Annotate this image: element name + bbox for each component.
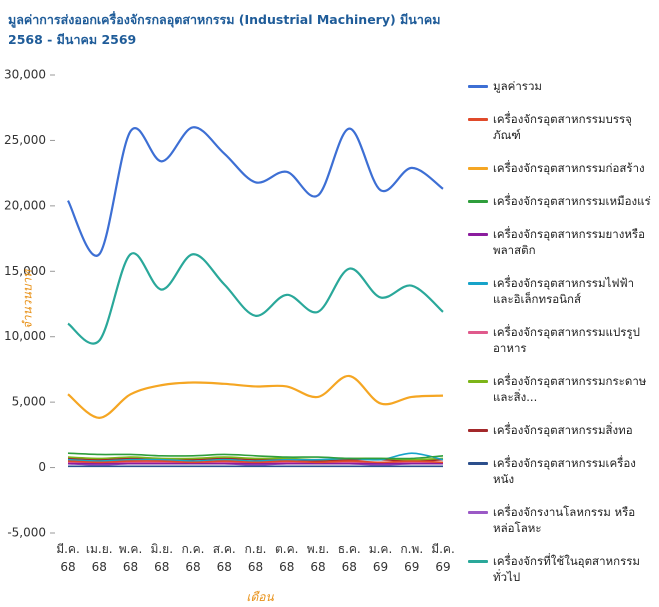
x-tick-label: ก.ย. 68 [244, 542, 267, 574]
legend-swatch [468, 85, 488, 88]
legend-label: เครื่องจักรอุตสาหกรรมเหมืองแร่ [493, 194, 651, 208]
x-tick-label: ต.ค. 68 [275, 542, 299, 574]
chart-title: มูลค่าการส่งออกเครื่องจักรกลอุตสาหกรรม (… [8, 12, 441, 47]
x-tick-label: ก.พ. 69 [400, 542, 424, 574]
series-line [67, 374, 444, 419]
legend-label: เครื่องจักรอุตสาหกรรมเครื่องหนัง [493, 456, 636, 486]
legend-label: เครื่องจักรอุตสาหกรรมไฟฟ้าและอิเล็กทรอนิ… [493, 276, 635, 306]
y-tick-label: 10,000 [4, 329, 46, 343]
legend-item: เครื่องจักรอุตสาหกรรมเครื่องหนัง [468, 455, 656, 487]
series-line [67, 452, 444, 460]
x-tick-label: มี.ค. 69 [431, 542, 455, 574]
x-tick-label: พ.ค. 68 [118, 542, 143, 574]
y-tick-label: 30,000 [4, 68, 46, 82]
legend-item: เครื่องจักรอุตสาหกรรมสิ่งทอ [468, 422, 656, 438]
legend-label: เครื่องจักรอุตสาหกรรมกระดาษและสิ่ง... [493, 374, 647, 404]
legend-swatch [468, 167, 488, 170]
legend-swatch [468, 233, 488, 236]
legend-swatch [468, 560, 488, 563]
x-tick-label: ธ.ค. 68 [337, 542, 361, 574]
legend-item: เครื่องจักรอุตสาหกรรมเหมืองแร่ [468, 193, 656, 209]
legend-swatch [468, 380, 488, 383]
legend-swatch [468, 200, 488, 203]
series-line [67, 452, 444, 462]
legend-item: เครื่องจักรที่ใช้ในอุตสาหกรรมทั่วไป [468, 553, 656, 585]
y-tick-label: 0 [38, 460, 46, 474]
x-tick-label: ส.ค. 68 [212, 542, 236, 574]
legend-swatch [468, 511, 488, 514]
legend-label: เครื่องจักรที่ใช้ในอุตสาหกรรมทั่วไป [493, 554, 641, 584]
legend: มูลค่ารวมเครื่องจักรอุตสาหกรรมบรรจุภัณฑ์… [468, 78, 656, 602]
x-tick-label: ม.ค. 69 [368, 542, 393, 574]
legend-label: เครื่องจักรอุตสาหกรรมแปรรูปอาหาร [493, 325, 640, 355]
y-tick-label: -5,000 [7, 526, 46, 540]
x-tick-label: มิ.ย. 68 [150, 542, 174, 574]
legend-item: เครื่องจักรอุตสาหกรรมแปรรูปอาหาร [468, 324, 656, 356]
x-tick-label: ก.ค. 68 [181, 542, 205, 574]
y-tick-label: 15,000 [4, 264, 46, 278]
legend-label: เครื่องจักรอุตสาหกรรมสิ่งทอ [493, 423, 633, 437]
legend-swatch [468, 282, 488, 285]
legend-item: เครื่องจักรงานโลหกรรม หรือหล่อโลหะ [468, 504, 656, 536]
y-axis-title: จำนวนบาท [20, 269, 35, 330]
legend-item: มูลค่ารวม [468, 78, 656, 94]
legend-label: เครื่องจักรงานโลหกรรม หรือหล่อโลหะ [493, 505, 636, 535]
y-tick-label: 25,000 [4, 133, 46, 147]
legend-item: เครื่องจักรอุตสาหกรรมบรรจุภัณฑ์ [468, 111, 656, 143]
legend-item: เครื่องจักรอุตสาหกรรมกระดาษและสิ่ง... [468, 373, 656, 405]
legend-label: เครื่องจักรอุตสาหกรรมยางหรือพลาสติก [493, 227, 646, 257]
legend-swatch [468, 118, 488, 121]
legend-label: มูลค่ารวม [493, 79, 542, 93]
legend-item: เครื่องจักรอุตสาหกรรมไฟฟ้าและอิเล็กทรอนิ… [468, 275, 656, 307]
x-axis-title: เดือน [246, 590, 274, 604]
y-tick-label: 5,000 [12, 395, 46, 409]
y-tick-label: 20,000 [4, 198, 46, 212]
x-tick-label: มี.ค. 68 [56, 542, 80, 574]
legend-swatch [468, 331, 488, 334]
legend-swatch [468, 429, 488, 432]
series-line [67, 126, 444, 257]
x-tick-label: เม.ย. 68 [85, 542, 113, 574]
legend-swatch [468, 462, 488, 465]
series-line [67, 252, 444, 345]
legend-label: เครื่องจักรอุตสาหกรรมบรรจุภัณฑ์ [493, 112, 632, 142]
series-line [67, 460, 444, 464]
legend-item: เครื่องจักรอุตสาหกรรมยางหรือพลาสติก [468, 226, 656, 258]
legend-item: เครื่องจักรอุตสาหกรรมก่อสร้าง [468, 160, 656, 176]
x-tick-label: พ.ย. 68 [306, 542, 330, 574]
legend-label: เครื่องจักรอุตสาหกรรมก่อสร้าง [493, 161, 645, 175]
